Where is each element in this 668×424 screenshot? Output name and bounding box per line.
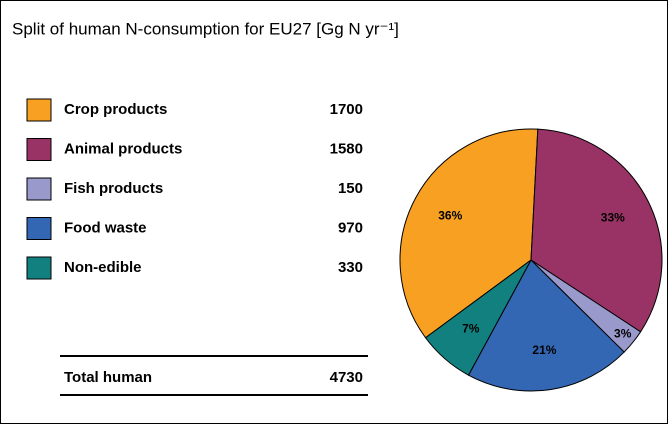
legend-value: 1580 — [330, 140, 363, 157]
legend-value: 970 — [338, 219, 363, 236]
legend-swatch — [26, 138, 52, 161]
legend-swatch — [26, 217, 52, 240]
slice-label: 3% — [614, 326, 632, 340]
legend-swatch — [26, 177, 52, 201]
pie-slice — [399, 128, 539, 339]
slice-label: 7% — [462, 321, 480, 335]
chart-title: Split of human N-consumption for EU27 [G… — [12, 19, 399, 38]
pie-slice — [424, 259, 532, 376]
legend-value: 330 — [338, 259, 363, 276]
slice-label: 36% — [438, 209, 462, 223]
slice-label: 21% — [532, 343, 556, 357]
pie-slice — [467, 259, 625, 392]
total-label: Total human — [64, 369, 152, 386]
legend-label: Animal products — [64, 140, 182, 157]
legend-label: Fish products — [64, 180, 163, 197]
legend-value: 150 — [338, 180, 363, 197]
legend-label: Crop products — [64, 101, 167, 118]
legend-swatch — [26, 256, 52, 280]
legend-label: Food waste — [64, 219, 147, 236]
legend-value: 1700 — [330, 101, 363, 118]
slice-label: 33% — [601, 211, 625, 225]
legend-label: Non-edible — [64, 259, 142, 276]
total-value: 4730 — [330, 369, 363, 386]
legend-swatch — [26, 98, 52, 122]
